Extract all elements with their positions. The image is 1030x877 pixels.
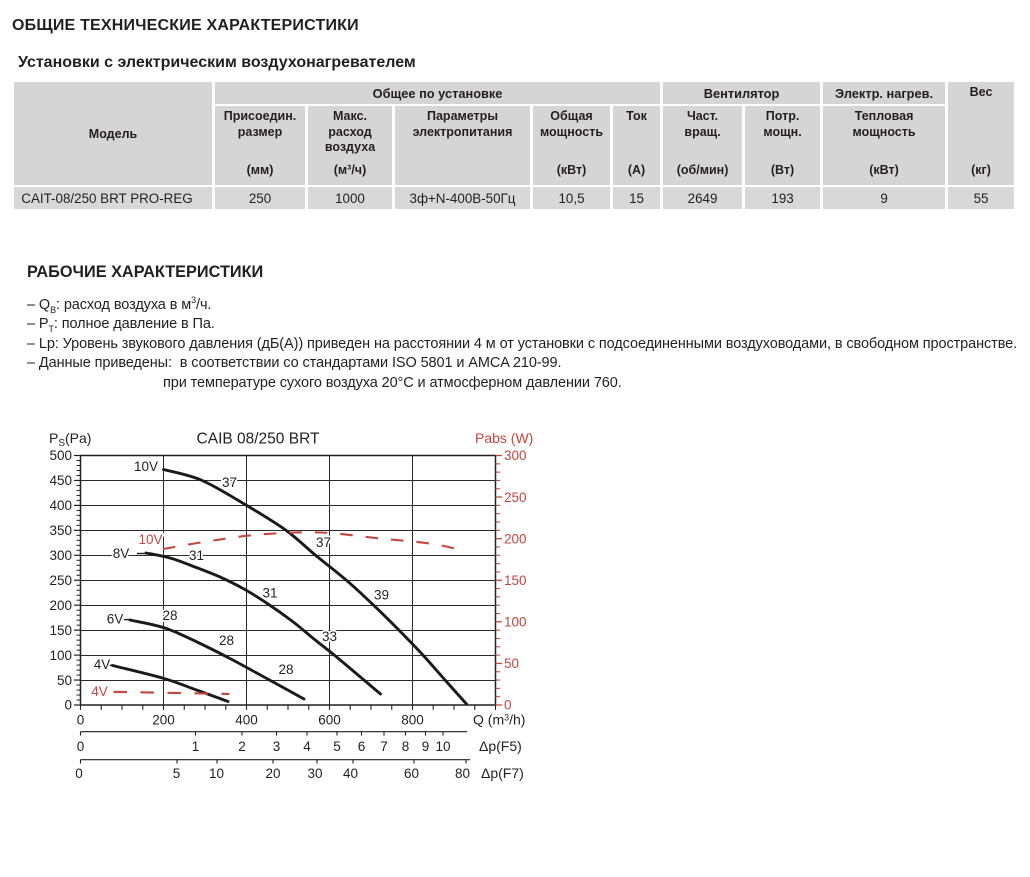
svg-text:0: 0	[64, 698, 72, 713]
svg-text:30: 30	[307, 766, 322, 781]
svg-text:350: 350	[49, 523, 72, 538]
svg-text:5: 5	[173, 766, 181, 781]
svg-text:10V: 10V	[138, 532, 162, 547]
svg-text:500: 500	[49, 448, 72, 463]
svg-text:10: 10	[209, 766, 224, 781]
svg-text:33: 33	[322, 629, 337, 644]
svg-text:40: 40	[343, 766, 358, 781]
svg-text:80: 80	[455, 766, 470, 781]
svg-text:450: 450	[49, 473, 72, 488]
svg-text:10V: 10V	[134, 459, 158, 474]
svg-text:60: 60	[404, 766, 419, 781]
svg-text:50: 50	[57, 673, 72, 688]
svg-text:100: 100	[504, 615, 527, 630]
svg-text:28: 28	[162, 608, 177, 623]
svg-text:250: 250	[504, 490, 527, 505]
svg-text:8: 8	[402, 739, 410, 754]
svg-text:300: 300	[49, 548, 72, 563]
svg-text:400: 400	[235, 713, 258, 728]
svg-text:6V: 6V	[107, 612, 124, 627]
svg-text:9: 9	[422, 739, 430, 754]
svg-text:200: 200	[49, 598, 72, 613]
svg-text:50: 50	[504, 656, 519, 671]
svg-text:4V: 4V	[91, 684, 108, 699]
svg-text:0: 0	[504, 698, 512, 713]
svg-text:10: 10	[435, 739, 450, 754]
svg-text:4V: 4V	[94, 657, 111, 672]
svg-text:200: 200	[504, 531, 527, 546]
svg-text:600: 600	[318, 713, 341, 728]
svg-text:0: 0	[77, 713, 85, 728]
svg-text:28: 28	[219, 633, 234, 648]
svg-text:Δp(F7): Δp(F7)	[481, 765, 524, 781]
svg-text:1: 1	[192, 739, 200, 754]
svg-text:0: 0	[77, 739, 85, 754]
svg-text:31: 31	[262, 586, 277, 601]
svg-text:20: 20	[265, 766, 280, 781]
svg-text:100: 100	[49, 648, 72, 663]
svg-text:6: 6	[358, 739, 366, 754]
svg-text:250: 250	[49, 573, 72, 588]
svg-text:7: 7	[380, 739, 388, 754]
svg-text:800: 800	[401, 713, 424, 728]
svg-text:200: 200	[152, 713, 175, 728]
svg-text:400: 400	[49, 498, 72, 513]
svg-text:150: 150	[49, 623, 72, 638]
svg-text:2: 2	[238, 739, 246, 754]
svg-text:39: 39	[374, 588, 389, 603]
svg-text:37: 37	[316, 535, 331, 550]
svg-text:150: 150	[504, 573, 527, 588]
svg-text:PS(Pa): PS(Pa)	[49, 430, 91, 449]
svg-text:0: 0	[75, 766, 83, 781]
svg-text:31: 31	[189, 548, 204, 563]
svg-text:8V: 8V	[113, 546, 130, 561]
svg-text:CAIB 08/250 BRT: CAIB 08/250 BRT	[197, 431, 320, 448]
svg-text:4: 4	[303, 739, 311, 754]
svg-text:3: 3	[273, 739, 281, 754]
svg-text:Pabs (W): Pabs (W)	[475, 430, 533, 446]
svg-text:Δp(F5): Δp(F5)	[479, 738, 522, 754]
svg-text:28: 28	[278, 662, 293, 677]
svg-text:Q (m3/h): Q (m3/h)	[473, 712, 525, 728]
svg-text:5: 5	[333, 739, 341, 754]
svg-text:300: 300	[504, 448, 527, 463]
svg-text:37: 37	[222, 475, 237, 490]
